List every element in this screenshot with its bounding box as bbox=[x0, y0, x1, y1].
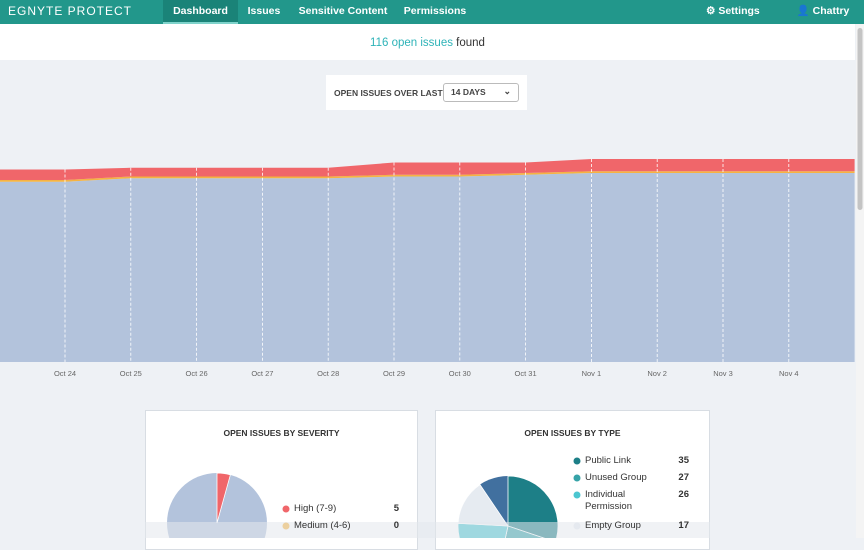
found: found bbox=[456, 37, 485, 49]
legend-value: 5 bbox=[393, 503, 399, 514]
card-title: OPEN ISSUES BY TYPE bbox=[524, 428, 621, 438]
legend-value: 35 bbox=[678, 455, 689, 466]
range-select[interactable]: 14 DAYS ⌄ bbox=[443, 83, 519, 102]
area bbox=[0, 159, 855, 180]
legend-dot bbox=[573, 491, 581, 499]
x-tick-label: Oct 28 bbox=[317, 369, 339, 378]
legend-dot bbox=[282, 505, 290, 513]
legend-value: 27 bbox=[678, 472, 689, 483]
range-value: 14 DAYS bbox=[451, 87, 486, 97]
nav-tab[interactable]: Sensitive Content bbox=[298, 5, 388, 17]
card-title: OPEN ISSUES BY SEVERITY bbox=[223, 428, 340, 438]
nav-tab[interactable]: Issues bbox=[247, 5, 281, 17]
x-tick-label: Nov 4 bbox=[779, 369, 799, 378]
x-tick-label: Oct 31 bbox=[515, 369, 537, 378]
x-tick-label: Nov 1 bbox=[582, 369, 602, 378]
issue-label: open issues bbox=[391, 37, 453, 49]
legend-label: Public Link bbox=[585, 455, 631, 466]
area bbox=[0, 171, 855, 182]
range-picker: OPEN ISSUES OVER LAST 14 DAYS ⌄ bbox=[326, 75, 527, 110]
legend-dot bbox=[573, 457, 581, 465]
legend-value: 17 bbox=[678, 520, 689, 531]
x-tick-label: Oct 29 bbox=[383, 369, 405, 378]
logo[interactable]: EGNYTE PROTECT bbox=[8, 4, 133, 18]
footer-band bbox=[145, 522, 710, 538]
summary: 116 open issues found bbox=[0, 24, 855, 60]
legend-value: 0 bbox=[393, 520, 399, 531]
user-menu[interactable]: 👤 Chattry Singh bbox=[796, 5, 850, 39]
nav-bar: EGNYTE PROTECT ⚙ Settings 👤 Chattry Sing… bbox=[0, 0, 864, 39]
area bbox=[0, 173, 855, 362]
legend-label: Empty Group bbox=[585, 520, 641, 531]
nav-tab[interactable]: Permissions bbox=[403, 5, 467, 17]
x-tick-label: Nov 2 bbox=[647, 369, 667, 378]
x-tick-label: Oct 30 bbox=[449, 369, 471, 378]
x-tick-label: Oct 25 bbox=[120, 369, 142, 378]
scrollbar bbox=[856, 24, 864, 538]
legend-label: Unused Group bbox=[585, 472, 647, 483]
legend-label: Individual Permission bbox=[585, 489, 632, 512]
nav-tab[interactable]: Dashboard bbox=[163, 0, 238, 24]
user-name: Chattry Singh bbox=[808, 5, 850, 39]
legend-dot bbox=[573, 474, 581, 482]
settings-label: Settings bbox=[718, 5, 760, 17]
scroll-thumb[interactable] bbox=[857, 28, 863, 210]
graphics: Oct 24 Oct 25 Oct 26 Oct 27 Oct 28 Oct 29 Oct … bbox=[0, 24, 864, 538]
x-tick-label: Oct 27 bbox=[251, 369, 273, 378]
x-tick-label: Nov 3 bbox=[713, 369, 733, 378]
pie-slice bbox=[216, 472, 231, 524]
legend-label: High (7-9) bbox=[294, 503, 337, 514]
issue-count: 116 bbox=[370, 37, 389, 49]
legend-label: Medium (4-6) bbox=[294, 520, 351, 531]
range-label: OPEN ISSUES OVER LAST bbox=[334, 88, 443, 98]
x-tick-label: Oct 26 bbox=[186, 369, 208, 378]
x-tick-label: Oct 24 bbox=[54, 369, 76, 378]
legend-value: 26 bbox=[678, 489, 689, 500]
settings[interactable]: ⚙ Settings bbox=[706, 5, 760, 17]
